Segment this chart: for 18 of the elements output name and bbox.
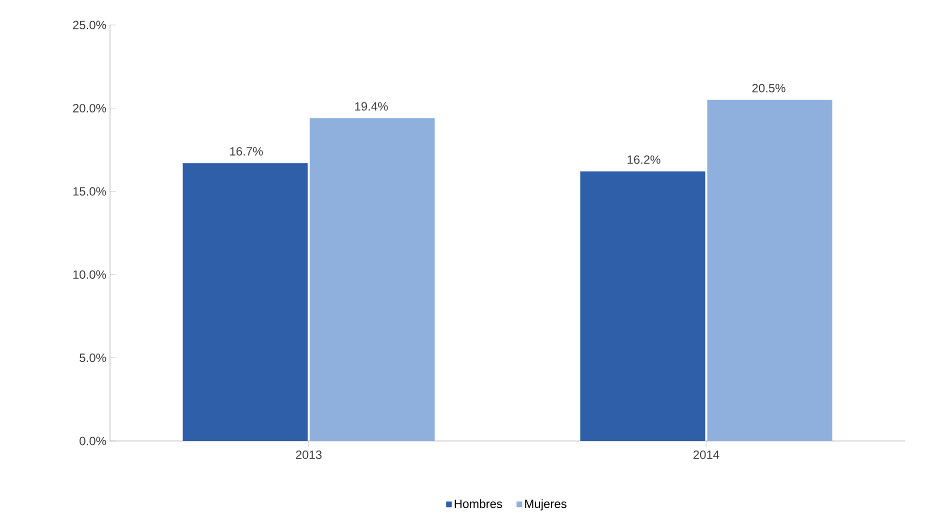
y-tick-label: 0.0%	[80, 436, 106, 446]
bar	[580, 171, 706, 441]
text: 16.2%	[628, 155, 660, 164]
bar	[310, 118, 435, 441]
legend-label: Mujeres	[525, 499, 566, 510]
bar	[707, 100, 832, 441]
text: 16.7%	[230, 147, 263, 156]
legend-label: Hombres	[454, 499, 502, 508]
y-tick-label: 25.0%	[73, 20, 106, 30]
text: 19.4%	[355, 102, 388, 111]
x-tick-label: 2014	[694, 450, 720, 460]
y-tick-label: 20.0%	[73, 104, 106, 112]
bar	[182, 163, 308, 441]
y-tick-label: 15.0%	[73, 187, 106, 196]
y-tick-label: 10.0%	[73, 270, 106, 279]
text: 20.5%	[752, 84, 786, 92]
y-tick-label: 5.0%	[80, 354, 106, 362]
x-tick-label: 2013	[296, 450, 322, 460]
